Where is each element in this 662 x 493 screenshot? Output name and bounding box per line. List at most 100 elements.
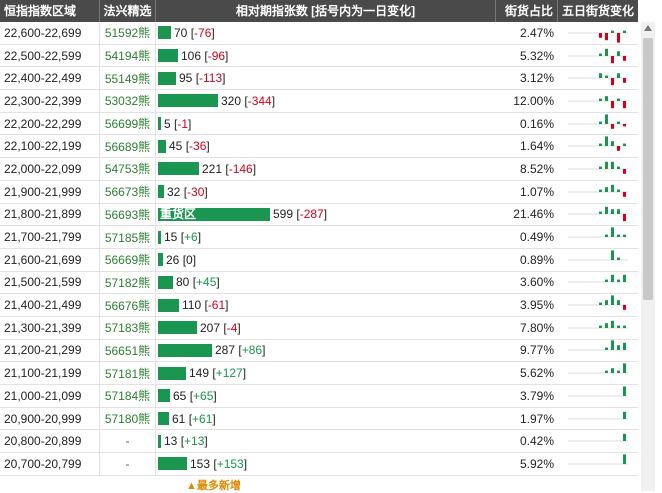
sparkline-bar — [611, 141, 614, 147]
row-pct: 5.62% — [519, 366, 554, 381]
volume-bar — [158, 343, 212, 357]
five-day-sparkline — [568, 363, 628, 374]
row-sparkline — [558, 430, 638, 452]
row-pick-link[interactable]: 54194熊 — [100, 44, 156, 67]
header-pct[interactable]: 街货占比(%) — [496, 0, 558, 40]
row-pick-link: - — [100, 430, 156, 453]
row-pick-link[interactable]: 56699熊 — [100, 112, 156, 135]
sparkline-bar — [611, 295, 614, 306]
table-row[interactable]: 22,200-22,299 56699熊 5 [-1] 0.16% — [0, 112, 638, 136]
table-row[interactable]: 22,300-22,399 53032熊 320 [-344] 12.00% — [0, 90, 638, 113]
row-pick-link[interactable]: 57183熊 — [100, 316, 156, 339]
row-pick-link[interactable]: 57185熊 — [100, 226, 156, 248]
row-amount: 32 [-30] — [167, 184, 208, 199]
sparkline-bar — [605, 370, 608, 374]
daily-change: -61 — [207, 298, 226, 313]
sparkline-bar — [617, 32, 620, 43]
row-amount: 45 [-36] — [169, 139, 210, 154]
sparkline-bar — [617, 300, 620, 306]
table-row[interactable]: 20,700-20,799- 153 [+153] 5.92% — [0, 453, 638, 476]
row-sparkline — [558, 317, 638, 339]
table-row[interactable]: 22,400-22,499 55149熊 95 [-113] 3.12% — [0, 67, 638, 91]
table-row[interactable]: 21,100-21,199 57181熊 149 [+127] 5.62% — [0, 362, 638, 385]
row-pct: 3.12% — [519, 71, 554, 86]
table-row[interactable]: 21,700-21,799 57185熊 15 [+6] 0.49% — [0, 226, 638, 249]
row-range: 20,700-20,799 — [0, 453, 100, 475]
scrollbar-thumb[interactable] — [643, 38, 653, 300]
row-pick-link[interactable]: 57180熊 — [100, 407, 156, 430]
sparkline-bar — [617, 325, 620, 328]
daily-change: +6 — [184, 230, 198, 245]
table-row[interactable]: 20,900-20,999 57180熊 61 [+61] 1.97% — [0, 407, 638, 431]
row-pick-link[interactable]: 54753熊 — [100, 158, 156, 180]
header-change[interactable]: 相对期指张数 [括号内为一日变化] — [156, 0, 496, 22]
sparkline-bar — [605, 96, 608, 101]
scroll-up-arrow-icon[interactable] — [644, 25, 652, 31]
most-added-note: ▲最多新增 — [186, 480, 241, 492]
sparkline-bar — [611, 184, 614, 192]
amount-value: 32 — [167, 184, 181, 199]
header-range[interactable]: 恒指指数区域 — [0, 0, 100, 22]
row-amount: 320 [-344] — [221, 93, 276, 108]
daily-change: +13 — [184, 434, 205, 449]
row-pick-link[interactable]: 57182熊 — [100, 271, 156, 294]
row-pick-link[interactable]: 56651熊 — [100, 339, 156, 362]
table-row[interactable]: 21,600-21,699 56669熊 26 [0] 0.89% — [0, 248, 638, 272]
five-day-sparkline — [568, 30, 628, 43]
row-pct: 12.00% — [513, 93, 554, 108]
table-row[interactable]: 21,200-21,299 56651熊 287 [+86] 9.77% — [0, 339, 638, 363]
row-amount: 65 [+65] — [173, 388, 217, 403]
row-pick-link[interactable]: 51592熊 — [100, 22, 156, 44]
table-row[interactable]: 22,600-22,699 51592熊 70 [-76] 2.47% — [0, 22, 638, 45]
amount-value: 70 — [174, 25, 188, 40]
table-row[interactable]: 21,300-21,399 57183熊 207 [-4] 7.80% — [0, 316, 638, 340]
sparkline-bar — [623, 100, 626, 109]
row-pick-link[interactable]: 57184熊 — [100, 385, 156, 407]
row-sparkline — [558, 45, 638, 67]
sparkline-bar — [611, 78, 614, 86]
row-pick-link[interactable]: 56689熊 — [100, 135, 156, 158]
row-pick-link[interactable]: 55149熊 — [100, 67, 156, 90]
sparkline-bar — [617, 50, 620, 56]
table-row[interactable]: 21,900-21,999 56673熊 32 [-30] 1.07% — [0, 180, 638, 204]
row-pct: 5.32% — [519, 48, 554, 63]
vertical-scrollbar[interactable] — [641, 22, 655, 491]
row-range: 21,700-21,799 — [0, 226, 100, 248]
row-amount: 207 [-4] — [200, 320, 241, 335]
header-trend[interactable]: 五日街货变化 — [561, 4, 634, 18]
table-row[interactable]: 21,500-21,599 57182熊 80 [+45] 3.60% — [0, 271, 638, 295]
table-row[interactable]: 22,000-22,099 54753熊 221 [-146] 8.52% — [0, 158, 638, 181]
table-row[interactable]: 21,800-21,899 56693熊 重货区 599 [-287] 21.46% — [0, 203, 638, 227]
heavy-zone-label: 重货区 — [160, 207, 197, 221]
header-pick[interactable]: 法兴精选 — [100, 0, 156, 22]
sparkline-bar — [599, 32, 602, 38]
sparkline-bar — [623, 168, 626, 174]
sparkline-bar — [605, 234, 608, 238]
table-row[interactable]: 22,100-22,199 56689熊 45 [-36] 1.64% — [0, 135, 638, 159]
row-change-cell: 13 [+13] — [156, 430, 496, 452]
table-row[interactable]: 21,000-21,099 57184熊 65 [+65] 3.79% — [0, 385, 638, 408]
row-sparkline — [558, 181, 638, 203]
row-pick-link[interactable]: 56676熊 — [100, 294, 156, 316]
daily-change: +65 — [193, 388, 214, 403]
five-day-sparkline — [568, 386, 628, 397]
row-change-cell: 95 [-113] — [156, 67, 496, 89]
volume-bar — [158, 230, 161, 244]
row-change-cell: 70 [-76] — [156, 22, 496, 44]
row-pct: 5.92% — [519, 456, 554, 471]
row-pick-link[interactable]: 56693熊 — [100, 203, 156, 226]
table-row[interactable]: 20,800-20,899-13 [+13] 0.42% — [0, 430, 638, 454]
amount-value: 65 — [173, 388, 187, 403]
row-change-cell: 15 [+6] — [156, 226, 496, 248]
sparkline-bar — [599, 189, 602, 192]
row-pick-link[interactable]: 53032熊 — [100, 90, 156, 112]
row-pick-link[interactable]: 56673熊 — [100, 180, 156, 203]
table-row[interactable]: 22,500-22,599 54194熊 106 [-96] 5.32% — [0, 44, 638, 68]
table-row[interactable]: 21,400-21,499 56676熊 110 [-61] 3.95% — [0, 294, 638, 317]
row-pick-link[interactable]: 57181熊 — [100, 362, 156, 384]
sparkline-bar — [611, 250, 614, 260]
five-day-sparkline — [568, 320, 628, 329]
daily-change: +86 — [241, 343, 263, 358]
row-amount: 80 [+45] — [176, 275, 220, 290]
row-pick-link[interactable]: 56669熊 — [100, 248, 156, 271]
